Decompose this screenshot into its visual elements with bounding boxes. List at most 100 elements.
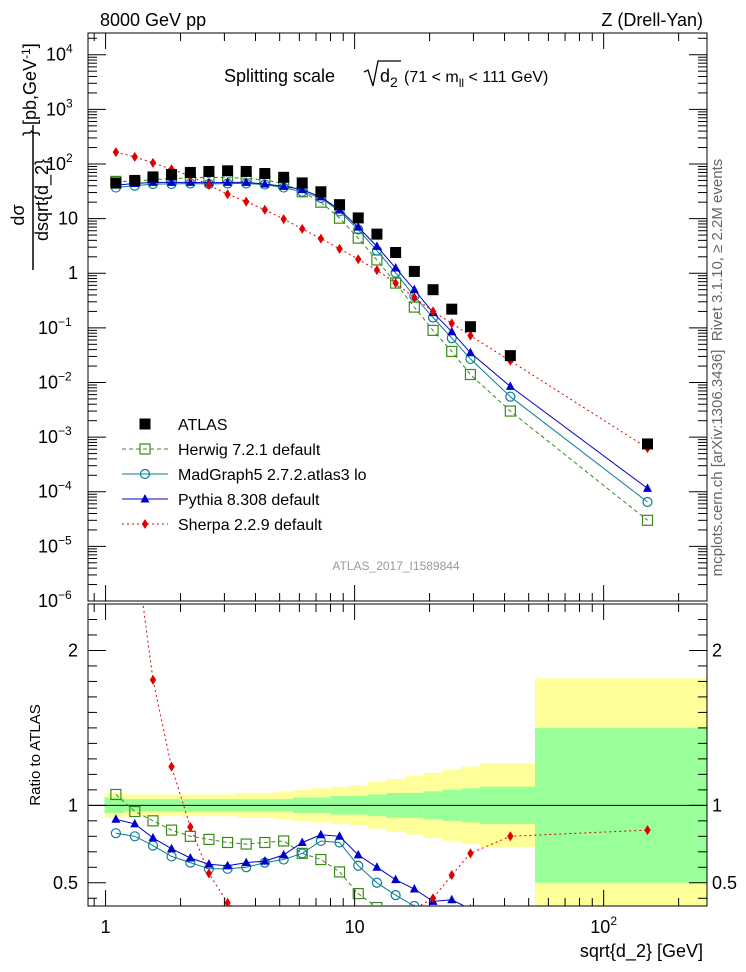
ratio-point-pythia <box>148 832 158 842</box>
axis-ticks <box>88 33 707 906</box>
ratio-point-herwig <box>110 788 122 801</box>
data-point-sherpa <box>112 147 120 158</box>
y-label-units: } [pb,GeV-1] <box>19 43 40 136</box>
ratio-point-herwig <box>333 866 346 878</box>
ratio-point-pythia <box>643 932 652 941</box>
data-point-herwig <box>641 514 654 526</box>
ratio-point-pythia <box>447 894 457 904</box>
data-point-sherpa <box>392 278 399 289</box>
ratio-point-sherpa <box>132 537 138 547</box>
ratio-point-sherpa <box>318 934 324 944</box>
ratio-point-pythia <box>223 860 233 870</box>
plot-title: Splitting scale <box>224 66 335 86</box>
series-line-pythia <box>115 181 648 489</box>
data-point-sherpa <box>205 180 213 191</box>
data-point-sherpa <box>280 214 287 225</box>
ratio-point-sherpa <box>299 932 305 942</box>
ratio-point-madgraph <box>353 860 364 871</box>
ratio-point-madgraph <box>466 915 475 924</box>
x-tick-label: 102 <box>590 914 617 937</box>
ratio-point-herwig <box>447 929 457 939</box>
ratio-point-pythia <box>204 859 214 868</box>
ratio-point-sherpa <box>413 904 416 906</box>
data-point-atlas <box>427 284 439 296</box>
legend-marker-atlas <box>139 418 151 430</box>
ratio-point-pythia <box>391 874 401 884</box>
ratio-point-madgraph <box>506 928 515 937</box>
data-point-atlas <box>278 171 290 183</box>
data-point-atlas <box>390 246 402 258</box>
data-point-atlas <box>464 321 476 333</box>
plot-title-range-start: (71 < m <box>404 69 459 86</box>
ratio-point-herwig <box>147 815 159 827</box>
data-point-sherpa <box>131 151 138 162</box>
ratio-point-pythia <box>372 862 382 871</box>
plot-title-range-end: < 111 GeV) <box>464 69 548 86</box>
analysis-watermark: ATLAS_2017_I1589844 <box>332 559 460 573</box>
data-point-atlas <box>147 171 159 183</box>
ratio-point-herwig <box>221 836 234 849</box>
ratio-point-herwig <box>409 921 419 931</box>
ratio-point-herwig <box>352 888 364 900</box>
ratio-point-herwig <box>165 824 178 836</box>
main-panel-frame <box>87 32 708 602</box>
data-point-atlas <box>504 350 516 362</box>
data-point-pythia <box>465 347 475 357</box>
ratio-point-madgraph <box>110 828 121 839</box>
ratio-tick-label: 2 <box>68 640 78 660</box>
ratio-point-pythia <box>353 849 363 859</box>
y-tick-label: 10 <box>58 209 78 229</box>
data-point-atlas <box>240 165 252 177</box>
data-point-pythia <box>409 284 419 294</box>
legend-marker-madgraph <box>139 468 151 480</box>
rivet-version-text: Rivet 3.1.10, ≥ 2.2M events <box>709 159 726 342</box>
data-point-herwig <box>352 232 364 244</box>
data-point-sherpa <box>317 233 325 244</box>
ratio-point-madgraph <box>129 831 140 842</box>
legend-marker-herwig <box>139 443 151 455</box>
data-point-herwig <box>464 368 477 381</box>
ratio-panel-frame <box>87 603 708 907</box>
ratio-point-sherpa <box>448 870 455 881</box>
ratio-point-sherpa <box>149 674 157 685</box>
data-point-sherpa <box>299 223 306 234</box>
sqrt-symbol <box>363 60 401 87</box>
data-point-sherpa <box>261 204 269 215</box>
ratio-point-madgraph <box>429 908 438 917</box>
data-point-atlas <box>259 167 271 179</box>
data-point-pythia <box>297 184 307 194</box>
ratio-point-sherpa <box>644 825 651 836</box>
data-point-pythia <box>505 381 515 390</box>
data-point-pythia <box>447 326 457 336</box>
data-point-atlas <box>203 165 215 177</box>
ratio-point-herwig <box>428 927 438 937</box>
ratio-axis-label: Ratio to ATLAS <box>27 704 44 805</box>
ratio-point-sherpa <box>374 921 380 931</box>
ratio-point-sherpa <box>187 822 194 833</box>
plot-title-var-sub: 2 <box>390 74 398 90</box>
data-point-sherpa <box>149 157 157 168</box>
legend-label-herwig: Herwig 7.2.1 default <box>178 442 321 459</box>
ratio-point-madgraph <box>297 848 308 859</box>
ratio-point-sherpa <box>280 929 286 939</box>
data-point-atlas <box>296 177 308 189</box>
data-point-atlas <box>371 228 383 240</box>
ratio-point-herwig <box>391 912 401 922</box>
ratio-point-sherpa <box>168 761 175 772</box>
data-point-herwig <box>446 345 458 358</box>
data-point-pythia <box>353 222 363 231</box>
data-point-pythia <box>223 177 233 186</box>
legend-label-sherpa: Sherpa 2.2.9 default <box>178 517 323 534</box>
ratio-point-sherpa <box>113 398 119 408</box>
data-point-pythia <box>167 177 177 186</box>
data-point-sherpa <box>336 243 343 254</box>
ratio-point-pythia <box>260 856 270 865</box>
data-point-sherpa <box>224 189 231 200</box>
data-point-atlas <box>222 165 234 177</box>
ratio-point-pythia <box>167 843 177 853</box>
header-left: 8000 GeV pp <box>100 10 206 30</box>
y-label-denominator: dsqrt{d_2} <box>32 159 53 241</box>
ratio-point-sherpa <box>392 912 398 922</box>
ratio-point-pythia <box>111 814 121 823</box>
